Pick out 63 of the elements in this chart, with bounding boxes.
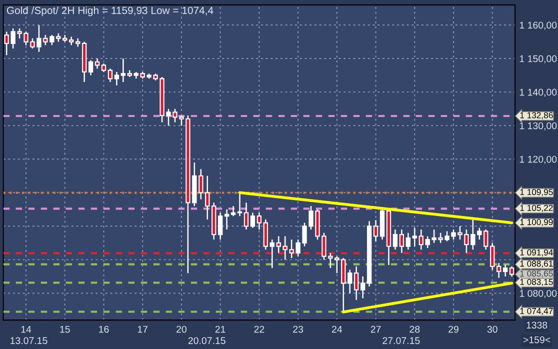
x-tick-label: 20	[176, 326, 186, 333]
candlestick	[484, 228, 488, 250]
x-tick-label: 16	[99, 326, 109, 333]
candlestick	[373, 220, 378, 242]
candlestick	[224, 208, 230, 230]
text: 13.07.15	[10, 337, 48, 344]
candlestick	[230, 205, 236, 217]
ref-line-label: 1 083,15	[520, 278, 553, 286]
candlestick	[270, 238, 274, 269]
candlestick	[276, 236, 281, 254]
ref-line-label: 1 132,86	[520, 112, 553, 120]
x-tick-label: 27	[370, 326, 381, 333]
candlestick	[406, 232, 410, 250]
data-label: 1 100,99	[520, 219, 553, 226]
x-tick-label: 28	[410, 326, 420, 333]
candlestick	[496, 262, 502, 278]
y-tick-label: 1 130,00	[520, 122, 557, 130]
candlestick	[509, 266, 514, 278]
ref-line-label: 1 091,94	[520, 249, 553, 257]
x-tick-label: 29	[448, 326, 458, 333]
text: 27.07.15	[382, 337, 420, 344]
candlestick	[114, 71, 120, 86]
candlestick	[490, 242, 495, 270]
candlestick	[250, 212, 256, 228]
text: 1338	[526, 322, 548, 329]
candlestick	[120, 58, 126, 83]
ref-line-label: 1 088,61	[520, 260, 553, 268]
x-tick-label: 30	[487, 326, 498, 333]
candlestick	[348, 269, 352, 294]
candlestick	[88, 60, 94, 76]
candlestick	[256, 212, 262, 230]
chart-title: Gold /Spot/ 2H High = 1159,93 Low = 1074,4	[6, 6, 214, 16]
x-tick-label: 22	[254, 326, 264, 333]
x-tick-label: 21	[215, 326, 226, 333]
candlestick	[392, 228, 398, 250]
candlestick	[418, 228, 424, 250]
x-tick-label: 14	[21, 326, 32, 333]
candlestick	[108, 68, 113, 83]
y-tick-label: 1 150,00	[520, 55, 557, 64]
x-tick-label: 15	[60, 326, 70, 333]
candlestick	[263, 218, 268, 250]
text: >159<	[523, 336, 550, 344]
x-tick-label: 17	[138, 326, 148, 333]
candlestick	[94, 58, 100, 70]
ref-line-label: 1 109,95	[520, 189, 553, 196]
candlestick	[237, 192, 242, 217]
ref-line-label: 1 105,22	[520, 204, 553, 212]
candlestick	[205, 175, 210, 220]
candlestick	[412, 227, 417, 247]
ref-line-label: 1 074,47	[520, 308, 553, 316]
candlestick	[360, 276, 366, 299]
candlestick	[244, 202, 249, 230]
candlestick	[354, 266, 359, 301]
y-tick-label: 1 160,00	[520, 22, 557, 30]
x-tick-label: 23	[293, 326, 304, 333]
x-tick-label: 24	[332, 326, 342, 333]
candlestick	[218, 212, 223, 240]
candlestick	[502, 264, 508, 278]
text: 20.07.15	[188, 337, 226, 344]
y-tick-label: 1 140,00	[520, 88, 557, 97]
y-tick-label: 1 120,00	[520, 156, 557, 164]
y-tick-label: 1 080,00	[520, 290, 557, 298]
candlestick	[399, 228, 404, 254]
